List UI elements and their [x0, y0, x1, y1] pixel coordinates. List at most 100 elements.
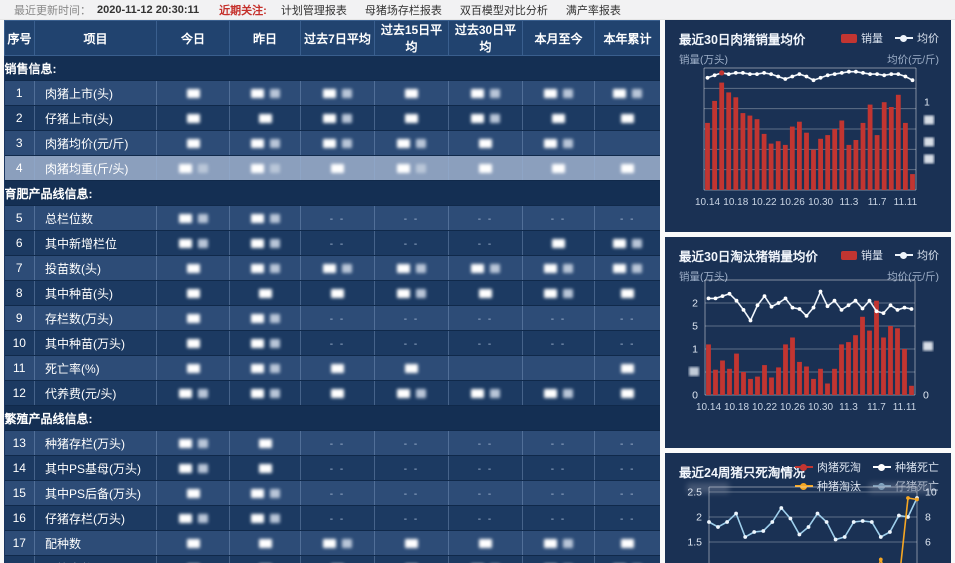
value-cell: - - [374, 455, 449, 481]
redacted-value-block [544, 539, 557, 549]
svg-text:10.30: 10.30 [808, 402, 833, 413]
value-cell: - - [594, 455, 660, 481]
redacted-value-block [258, 439, 272, 449]
table-row[interactable]: 12 代养费(元/头) [4, 380, 660, 406]
redacted-dash: - - [550, 439, 567, 450]
svg-text:5: 5 [692, 321, 698, 333]
value-cell [594, 355, 660, 381]
value-cell [448, 80, 523, 106]
value-cell: - - [374, 230, 449, 256]
value-cell [156, 505, 230, 531]
table-row[interactable]: 11 死亡率(%) [4, 355, 660, 381]
value-cell [229, 355, 301, 381]
group-header-row: 育肥产品线信息: [4, 180, 660, 206]
legend-item-均价[interactable]: 均价 [895, 30, 939, 46]
legend-line-dot-icon [895, 34, 913, 42]
table-row[interactable]: 17 配种数 [4, 530, 660, 556]
redacted-value-block [613, 264, 627, 274]
link-full-capacity-report[interactable]: 满产率报表 [565, 4, 621, 17]
redacted-value-block [397, 139, 410, 149]
column-header: 本月至今 [522, 20, 595, 56]
table-row[interactable]: 8 其中种苗(头) [4, 280, 660, 306]
value-cell [522, 355, 595, 381]
legend-label: 销量 [861, 33, 883, 45]
link-sow-farm-inventory-report[interactable]: 母猪场存栏报表 [364, 4, 442, 17]
svg-text:2: 2 [696, 512, 702, 524]
legend-item-销量[interactable]: 销量 [841, 247, 883, 263]
value-cell: - - [374, 430, 449, 456]
value-cell: - - [374, 480, 449, 506]
row-label: 仔猪上市(头) [34, 105, 157, 131]
value-cell: - - [522, 305, 595, 331]
row-label: 代养费(元/头) [34, 380, 157, 406]
table-row-selected[interactable]: 4 肉猪均重(斤/头) [4, 155, 660, 181]
table-row[interactable]: 14 其中PS基母(万头) - - - - - - - - - - [4, 455, 660, 481]
table-row[interactable]: 1 肉猪上市(头) [4, 80, 660, 106]
value-cell [300, 80, 375, 106]
value-cell [374, 555, 449, 563]
y-axis-label-right-redacted [869, 483, 933, 493]
table-row[interactable]: 15 其中PS后备(万头) - - - - - - - - - - [4, 480, 660, 506]
table-row[interactable]: 2 仔猪上市(头) [4, 105, 660, 131]
value-cell [229, 205, 301, 231]
table-row[interactable]: 3 肉猪均价(元/斤) [4, 130, 660, 156]
link-double-hundred-model-compare[interactable]: 双百模型对比分析 [459, 4, 548, 17]
group-title: 育肥产品线信息: [4, 180, 660, 206]
value-cell [156, 280, 230, 306]
redacted-value-block [178, 239, 192, 249]
value-cell: - - [522, 480, 595, 506]
table-row[interactable]: 6 其中新增栏位 - - - - - - [4, 230, 660, 256]
value-cell [229, 80, 301, 106]
table-row[interactable]: 18分娩窝数 [4, 555, 660, 563]
value-cell: - - [594, 330, 660, 356]
value-cell [374, 130, 449, 156]
redacted-value-block [342, 114, 352, 124]
table-row[interactable]: 16 仔猪存栏(万头) - - - - - - - - - - [4, 505, 660, 531]
link-plan-report[interactable]: 计划管理报表 [280, 4, 347, 17]
redacted-value-block [186, 364, 200, 374]
legend-item-均价[interactable]: 均价 [895, 247, 939, 263]
redacted-value-block [186, 114, 200, 124]
recent-focus-label: 近期关注: [219, 4, 267, 17]
redacted-value-block [197, 239, 208, 249]
value-cell [300, 355, 375, 381]
value-cell [300, 380, 375, 406]
y-axis-label-left: 销量(万头) [679, 54, 728, 66]
value-cell [594, 255, 660, 281]
column-header: 过去15日平均 [374, 20, 449, 56]
value-cell [522, 555, 595, 563]
legend-item-种猪淘汰[interactable]: 种猪淘汰 [795, 478, 861, 494]
table-row[interactable]: 7 投苗数(头) [4, 255, 660, 281]
top-bar: 最近更新时间： 2020-11-12 20:30:11 近期关注: 计划管理报表… [0, 0, 955, 20]
chart-title: 最近24周猪只死淘情况 [679, 466, 806, 480]
redacted-value-block [269, 164, 280, 174]
redacted-dash: - - [403, 314, 420, 325]
legend-item-种猪死亡[interactable]: 种猪死亡 [873, 459, 939, 475]
value-cell [229, 455, 301, 481]
y-axis-label-right: 均价(元/斤) [887, 54, 939, 66]
row-label: 其中PS后备(万头) [34, 480, 157, 506]
redacted-value-block [178, 464, 192, 474]
value-cell [594, 280, 660, 306]
redacted-value-block [331, 164, 344, 174]
legend-item-肉猪死淘[interactable]: 肉猪死淘 [795, 459, 861, 475]
value-cell [156, 205, 230, 231]
value-cell [594, 105, 660, 131]
table-row[interactable]: 13 种猪存栏(万头) - - - - - - - - - - [4, 430, 660, 456]
redacted-value-block [197, 389, 208, 399]
value-cell [156, 330, 230, 356]
table-row[interactable]: 5 总栏位数 - - - - - - - - - - [4, 205, 660, 231]
legend-item-销量[interactable]: 销量 [841, 30, 883, 46]
redacted-value-block [621, 114, 635, 124]
redacted-dash: - - [477, 439, 494, 450]
table-row[interactable]: 10 其中种苗(万头) - - - - - - - - - - [4, 330, 660, 356]
redacted-value-block [186, 264, 200, 274]
value-cell: - - [300, 455, 375, 481]
redacted-dash: - - [403, 239, 420, 250]
svg-text:10.18: 10.18 [724, 402, 749, 413]
redacted-value-block [397, 264, 410, 274]
redacted-dash: - - [329, 314, 346, 325]
redacted-value-block [178, 389, 192, 399]
table-row[interactable]: 9 存栏数(万头) - - - - - - - - - - [4, 305, 660, 331]
